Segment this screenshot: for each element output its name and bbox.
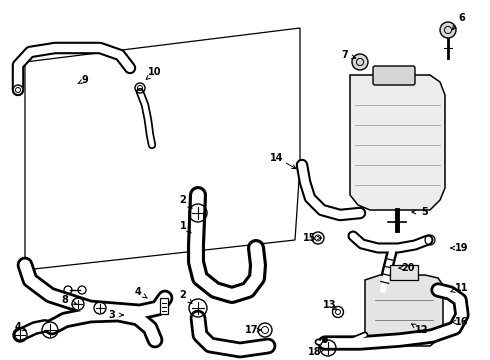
- Text: 2: 2: [180, 195, 186, 205]
- Text: 19: 19: [455, 243, 469, 253]
- Text: 1: 1: [180, 221, 186, 231]
- Circle shape: [352, 54, 368, 70]
- Text: 17: 17: [245, 325, 259, 335]
- Text: 7: 7: [342, 50, 348, 60]
- Text: 4: 4: [135, 287, 142, 297]
- Polygon shape: [350, 75, 445, 210]
- Text: 11: 11: [455, 283, 469, 293]
- Text: 16: 16: [455, 317, 469, 327]
- Text: 9: 9: [82, 75, 88, 85]
- FancyBboxPatch shape: [390, 265, 418, 280]
- Text: 13: 13: [323, 300, 337, 310]
- Circle shape: [322, 337, 328, 343]
- Text: 15: 15: [303, 233, 317, 243]
- Text: 4: 4: [15, 322, 22, 332]
- Text: 2: 2: [180, 290, 186, 300]
- Text: 14: 14: [270, 153, 284, 163]
- Text: 18: 18: [308, 347, 322, 357]
- Text: 20: 20: [401, 263, 415, 273]
- FancyBboxPatch shape: [373, 66, 415, 85]
- Text: 3: 3: [109, 310, 115, 320]
- Text: 5: 5: [421, 207, 428, 217]
- Text: 12: 12: [415, 325, 429, 335]
- Text: 8: 8: [62, 295, 69, 305]
- FancyBboxPatch shape: [160, 298, 168, 314]
- Text: 6: 6: [459, 13, 466, 23]
- Circle shape: [440, 22, 456, 38]
- Polygon shape: [365, 275, 443, 346]
- Text: 10: 10: [148, 67, 162, 77]
